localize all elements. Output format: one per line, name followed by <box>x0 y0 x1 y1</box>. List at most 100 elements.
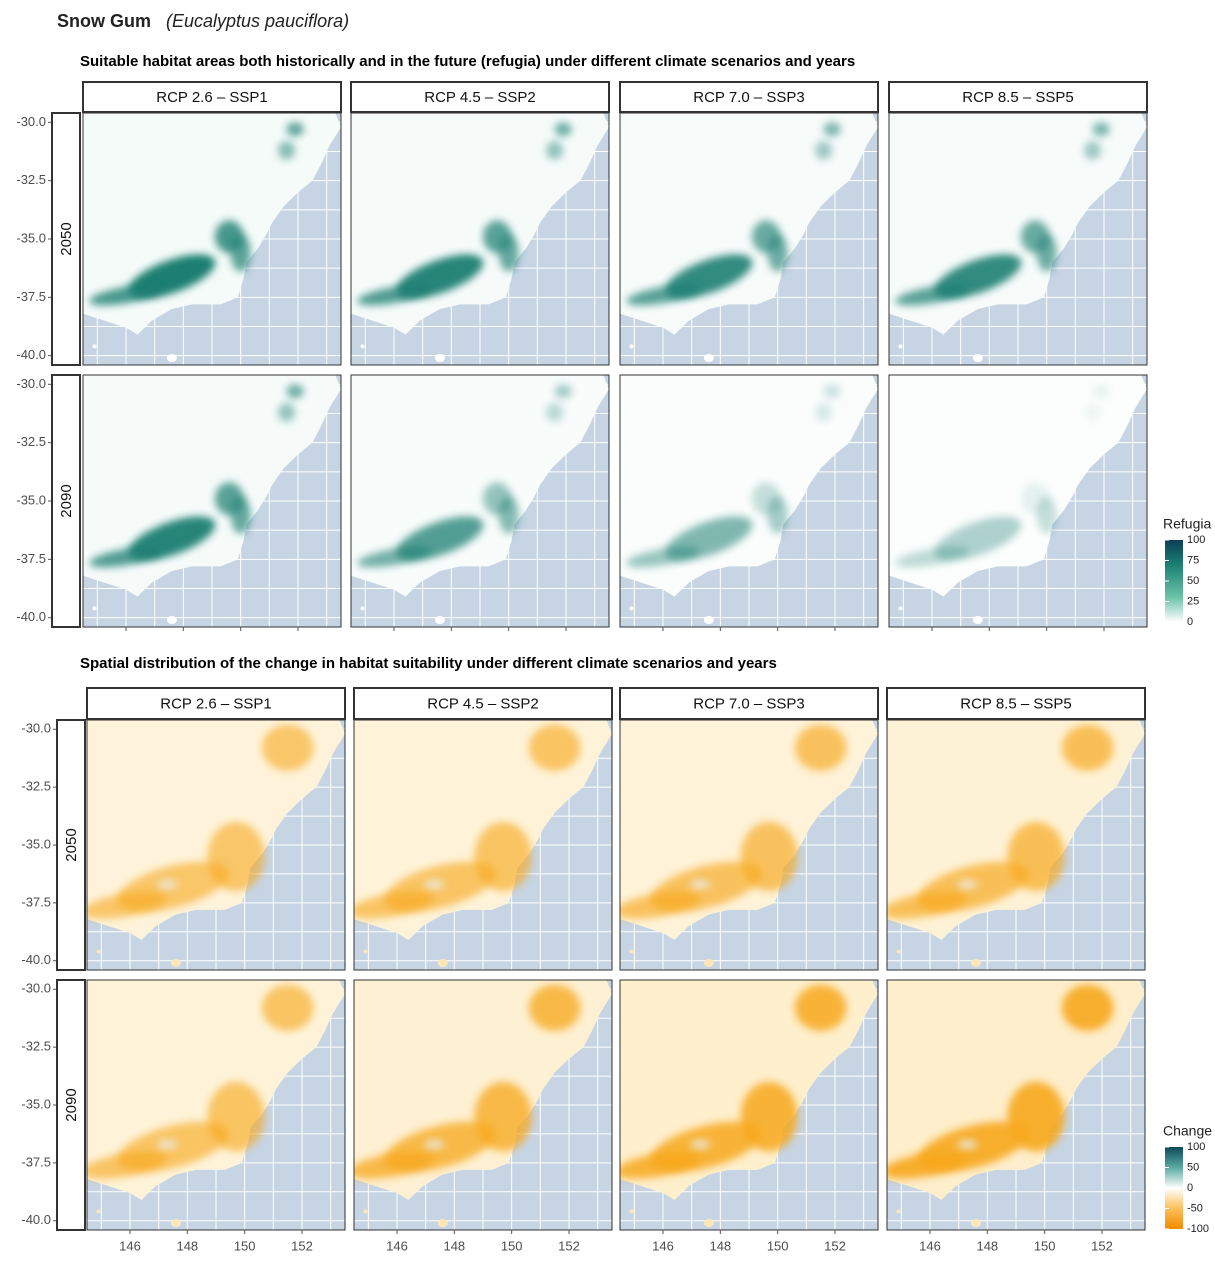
section-title: Suitable habitat areas both historically… <box>80 53 855 70</box>
panel-border <box>353 719 613 971</box>
y-tick-label: -37.5 <box>21 1154 51 1169</box>
row-label: 2090 <box>58 484 75 517</box>
x-tick-label: 148 <box>176 1238 198 1253</box>
x-tick-label: 148 <box>443 1238 465 1253</box>
habitat <box>89 284 163 306</box>
stable-area <box>424 879 445 889</box>
panel-border <box>886 719 1146 971</box>
y-tick-label: -35.0 <box>16 230 46 245</box>
map-panel <box>351 113 609 365</box>
habitat <box>823 384 841 399</box>
habitat <box>357 284 431 306</box>
panel-border <box>82 374 342 628</box>
legend-tick-label: 100 <box>1187 1141 1205 1153</box>
facet-label: RCP 7.0 – SSP3 <box>693 89 804 106</box>
panel-border <box>888 112 1148 366</box>
habitat <box>230 496 251 534</box>
change-area <box>794 984 847 1031</box>
stable-area <box>157 879 178 889</box>
y-tick-label: -40.0 <box>16 609 46 624</box>
habitat <box>1036 234 1057 272</box>
stable-area <box>957 1139 978 1149</box>
y-tick-label: -37.5 <box>21 894 51 909</box>
legend-tick-label: 75 <box>1187 554 1199 566</box>
y-tick-label: -40.0 <box>16 347 46 362</box>
panel-border <box>350 374 610 628</box>
legend-tick-label: 25 <box>1187 595 1199 607</box>
map-panel <box>354 980 612 1230</box>
map-panel <box>620 720 878 970</box>
habitat <box>1092 384 1110 399</box>
x-tick-label: 146 <box>119 1238 141 1253</box>
facet-label: RCP 4.5 – SSP2 <box>427 695 538 712</box>
x-tick-label: 152 <box>558 1238 580 1253</box>
panel-border <box>353 979 613 1231</box>
y-tick-label: -32.5 <box>21 1039 51 1054</box>
island <box>896 949 901 954</box>
y-tick-label: -30.0 <box>21 981 51 996</box>
change-area <box>354 891 434 919</box>
habitat <box>814 141 833 160</box>
change-area <box>887 1151 967 1179</box>
x-tick-label: 150 <box>767 1238 789 1253</box>
legend-title: Refugia <box>1163 516 1211 532</box>
x-tick-label: 150 <box>234 1238 256 1253</box>
y-tick-label: -35.0 <box>21 1096 51 1111</box>
facet-strip <box>82 81 342 113</box>
map-panel <box>83 375 341 627</box>
habitat <box>1036 496 1057 534</box>
row-strip <box>51 374 81 628</box>
island <box>898 606 903 611</box>
island <box>437 1219 448 1228</box>
island <box>970 959 981 968</box>
change-area <box>528 724 581 771</box>
island <box>629 1209 634 1214</box>
change-area <box>87 891 167 919</box>
facet-label: RCP 2.6 – SSP1 <box>160 695 271 712</box>
row-strip <box>56 979 86 1231</box>
habitat <box>1083 403 1102 422</box>
island <box>170 1219 181 1228</box>
habitat <box>230 234 251 272</box>
habitat <box>498 496 519 534</box>
facet-strip <box>886 687 1146 720</box>
island <box>170 959 181 968</box>
habitat <box>814 403 833 422</box>
habitat <box>1092 122 1110 137</box>
island <box>703 1219 714 1228</box>
island <box>92 606 97 611</box>
map-panel <box>620 375 878 627</box>
habitat <box>545 403 564 422</box>
y-tick-label: -30.0 <box>16 114 46 129</box>
row-label: 2050 <box>63 828 80 861</box>
panel-border <box>888 374 1148 628</box>
facet-label: RCP 8.5 – SSP5 <box>962 89 1073 106</box>
facet-label: RCP 4.5 – SSP2 <box>424 89 535 106</box>
habitat <box>626 284 700 306</box>
island <box>434 616 445 624</box>
row-label: 2050 <box>58 222 75 255</box>
island <box>434 354 445 362</box>
island <box>972 354 983 362</box>
island <box>629 606 634 611</box>
stable-area <box>690 1139 711 1149</box>
x-tick-label: 148 <box>709 1238 731 1253</box>
map-panel <box>354 720 612 970</box>
habitat <box>277 403 296 422</box>
change-area <box>620 1151 700 1179</box>
habitat <box>498 234 519 272</box>
y-tick-label: -37.5 <box>16 289 46 304</box>
habitat <box>895 546 969 568</box>
x-tick-label: 148 <box>976 1238 998 1253</box>
island <box>166 354 177 362</box>
facet-label: RCP 2.6 – SSP1 <box>156 89 267 106</box>
panel-border <box>82 112 342 366</box>
y-tick-label: -35.0 <box>21 836 51 851</box>
habitat <box>895 284 969 306</box>
stable-area <box>424 1139 445 1149</box>
map-panel <box>620 980 878 1230</box>
facet-strip <box>86 687 346 720</box>
map-panel <box>87 720 345 970</box>
habitat <box>277 141 296 160</box>
